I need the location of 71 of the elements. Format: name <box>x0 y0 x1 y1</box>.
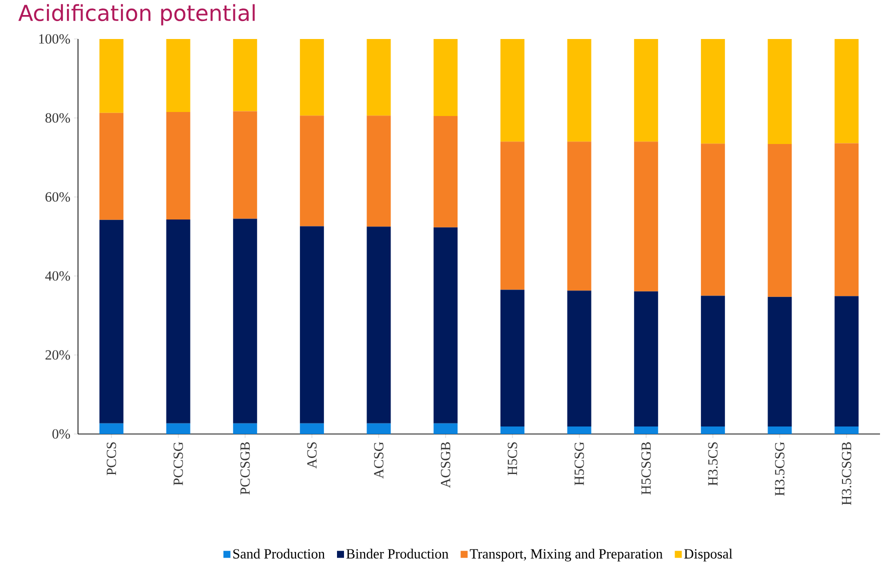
x-tick-label: H5CS <box>508 442 518 476</box>
bar <box>768 144 792 297</box>
bar <box>500 38 524 142</box>
bar <box>768 38 792 144</box>
x-tick-label: H5CSGB <box>641 442 651 495</box>
bar <box>768 296 792 426</box>
x-tick-label: H5CSG <box>574 442 584 486</box>
bar <box>700 426 725 434</box>
bar <box>366 38 391 116</box>
y-tick-label: 40% <box>45 271 70 281</box>
y-tick-label: 60% <box>46 192 70 202</box>
bar <box>99 423 124 434</box>
bar <box>634 38 658 142</box>
bar <box>500 290 524 426</box>
bar <box>700 38 725 144</box>
bar <box>166 423 190 434</box>
bar <box>233 111 258 219</box>
bar <box>434 38 458 116</box>
bar <box>366 423 391 434</box>
legend-label: Binder Production <box>346 548 448 559</box>
bar <box>567 142 592 291</box>
x-tick-label: ACSGB <box>440 442 450 488</box>
bar <box>300 116 324 226</box>
chart-title: Acidification potential <box>18 4 255 26</box>
bar <box>300 38 324 116</box>
bar <box>434 423 458 434</box>
bar <box>300 423 324 434</box>
bar <box>99 220 124 424</box>
x-tick-label: PCCS <box>106 442 116 476</box>
x-tick-label: ACS <box>307 442 317 468</box>
bar <box>634 291 658 426</box>
legend-label: Transport, Mixing and Preparation <box>470 548 663 562</box>
bar <box>434 227 458 424</box>
y-tick-label: 20% <box>46 350 70 360</box>
bar <box>567 426 592 434</box>
bar <box>166 38 190 112</box>
bar <box>634 426 658 434</box>
bar <box>366 116 391 227</box>
bar <box>834 38 859 144</box>
legend-label: Sand Production <box>233 548 325 559</box>
bar <box>634 142 658 292</box>
bar <box>166 112 190 220</box>
bar <box>700 296 725 426</box>
bar <box>500 142 524 290</box>
bar <box>567 290 592 426</box>
bar <box>99 112 124 220</box>
bar <box>366 226 391 424</box>
y-tick-label: 100% <box>39 34 70 44</box>
bar <box>700 144 725 296</box>
bar <box>434 116 458 228</box>
bar <box>768 426 792 434</box>
bar <box>233 38 258 112</box>
x-tick-label: H3.5CSG <box>775 442 784 496</box>
bar <box>567 38 592 142</box>
bar <box>834 296 859 426</box>
x-tick-label: H3.5CS <box>708 442 718 486</box>
bar <box>834 426 859 434</box>
bar <box>834 143 859 296</box>
x-tick-label: ACSG <box>374 442 384 479</box>
bar <box>233 218 258 424</box>
y-tick-label: 80% <box>45 113 70 123</box>
bar <box>300 226 324 424</box>
x-tick-label: PCCSGB <box>240 442 250 495</box>
bar <box>166 220 190 424</box>
legend-label: Disposal <box>684 548 732 562</box>
bar <box>233 423 258 434</box>
bar <box>99 38 124 113</box>
x-tick-label: PCCSG <box>174 442 183 486</box>
bar <box>500 426 524 434</box>
y-tick-label: 0% <box>52 429 70 439</box>
x-tick-label: H3.5CSGB <box>842 442 852 506</box>
